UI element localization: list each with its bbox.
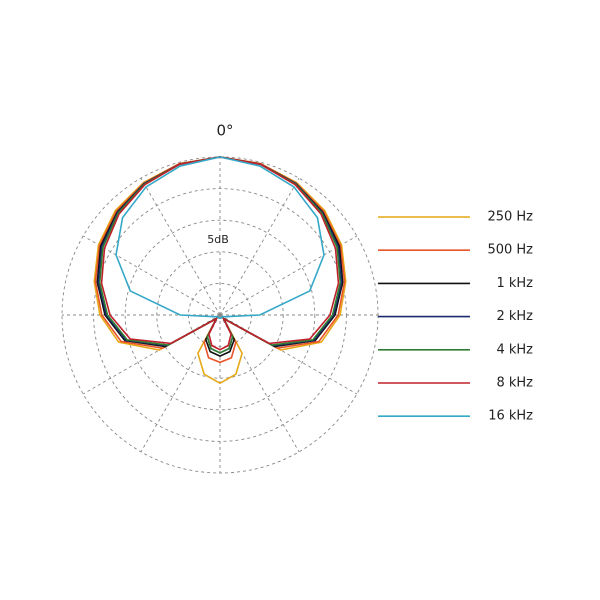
polar-curve [100, 156, 340, 351]
theta-zero-label: 0° [216, 122, 233, 140]
grid-spoke [82, 235, 221, 316]
polar-curve [98, 156, 342, 354]
legend-label: 16 kHz [488, 409, 533, 424]
legend-label: 250 Hz [487, 210, 533, 225]
grid-ring [124, 219, 316, 411]
legend-label: 500 Hz [487, 243, 533, 258]
polar-curve [94, 156, 346, 364]
annotation-box [201, 231, 235, 249]
polar-curve [115, 156, 325, 319]
grid-spoke [82, 314, 221, 395]
polar-curve [93, 156, 347, 385]
legend-label: 8 kHz [496, 376, 533, 391]
legend-label: 2 kHz [496, 309, 533, 324]
grid-spoke [140, 177, 221, 316]
grid-spoke [219, 314, 358, 395]
grid-ring [156, 251, 284, 379]
legend-label: 4 kHz [496, 342, 533, 357]
ring-annotation: 5dB [207, 233, 229, 246]
grid-spoke [219, 235, 358, 316]
polar-curve [96, 156, 344, 357]
grid-spoke [219, 177, 300, 316]
legend-label: 1 kHz [496, 276, 533, 291]
